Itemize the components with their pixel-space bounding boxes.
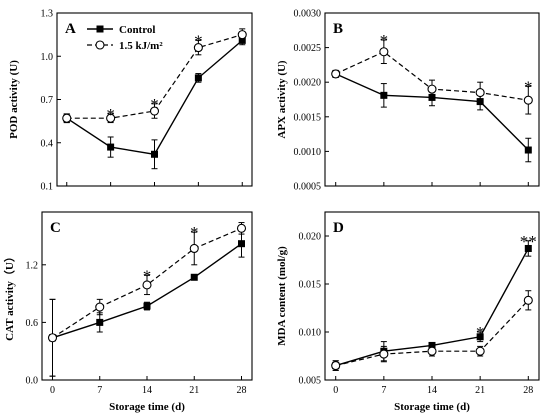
panel-b: 0.0005 0.0010 0.0015 0.0020 0.0025 0.0030 APX … <box>276 9 540 193</box>
significance-marker: * <box>194 31 203 50</box>
data-point-uv <box>47 333 58 343</box>
panel-letter: A <box>65 21 76 37</box>
y-tick-label: 1.0 <box>41 52 54 63</box>
y-tick-label: 0.4 <box>41 138 54 149</box>
data-point-uv <box>142 280 152 290</box>
legend-marker-control <box>96 25 104 33</box>
data-point-uv <box>427 84 437 94</box>
legend-label: Control <box>119 24 155 36</box>
significance-marker: * <box>524 77 533 96</box>
y-tick-label: 0.1 <box>41 182 54 193</box>
data-point-uv <box>523 295 533 305</box>
y-axis-title: CAT activity（U） <box>3 251 16 341</box>
data-point-control <box>476 98 484 106</box>
panel-d: 0.005 0.010 0.015 0.020 0 7 14 21 28 MDA content … <box>276 211 540 413</box>
data-point-control <box>428 93 436 101</box>
data-point-uv <box>379 349 389 359</box>
y-tick-label: 1.2 <box>26 260 39 271</box>
x-tick-label: 7 <box>97 385 102 396</box>
y-tick-label: 0.0010 <box>294 147 322 158</box>
data-point-control <box>194 74 202 82</box>
y-tick-label: 0.0020 <box>294 78 322 89</box>
y-axis-title: APX activity (U) <box>276 60 288 139</box>
legend-label: 1.5 kJ/m² <box>119 40 163 52</box>
data-point-control <box>524 146 532 154</box>
data-point-uv <box>236 223 247 233</box>
x-tick-label: 14 <box>142 385 152 396</box>
significance-marker: * <box>150 95 159 114</box>
panel-letter: D <box>333 220 344 236</box>
x-tick-label: 21 <box>475 385 485 396</box>
x-tick-label: 0 <box>333 385 338 396</box>
x-axis-title: Storage time (d) <box>394 401 470 413</box>
x-tick-label: 0 <box>50 385 55 396</box>
y-tick-label: 0.005 <box>299 376 322 387</box>
x-axis-title: Storage time (d) <box>109 401 185 413</box>
significance-marker: * <box>106 105 115 124</box>
y-tick-label: 0.0015 <box>294 112 322 123</box>
y-tick-label: 0.020 <box>299 232 322 243</box>
data-point-uv <box>106 113 116 123</box>
data-point-control <box>524 244 532 252</box>
y-tick-label: 0.0 <box>26 376 39 387</box>
data-point-uv <box>62 113 72 123</box>
significance-marker: * <box>380 31 389 50</box>
data-point-uv <box>149 106 160 116</box>
panel-letter: B <box>333 21 343 37</box>
data-point-control <box>238 36 246 44</box>
data-point-control <box>96 318 104 326</box>
panel-a: 0.1 0.4 0.7 1.0 1.3 POD activity (U) A * * * Contr… <box>8 9 253 193</box>
data-point-control <box>143 302 151 310</box>
x-tick-label: 7 <box>381 385 386 396</box>
data-point-control <box>190 273 198 281</box>
y-axis-title: MDA content (mol/g) <box>276 246 288 346</box>
data-point-uv <box>379 47 389 57</box>
x-tick-label: 14 <box>427 385 437 396</box>
y-tick-label: 0.7 <box>41 95 54 106</box>
data-point-uv <box>475 346 485 356</box>
y-tick-label: 0.0030 <box>294 9 322 20</box>
significance-marker: * <box>143 266 152 285</box>
data-point-uv <box>237 30 247 40</box>
data-point-uv <box>427 346 437 356</box>
data-point-uv <box>331 69 341 79</box>
y-tick-label: 0.0025 <box>294 43 322 54</box>
significance-marker: * <box>190 223 199 242</box>
data-point-control <box>151 150 158 158</box>
y-tick-label: 0.010 <box>299 328 322 339</box>
panel-c: 0.0 0.6 1.2 0 7 14 21 28 CAT activity（U） Storage … <box>3 211 253 413</box>
data-point-control <box>107 143 115 151</box>
data-point-control <box>380 91 388 99</box>
legend-marker-uv <box>95 40 105 50</box>
data-point-control <box>428 341 436 349</box>
y-tick-label: 0.6 <box>26 318 39 329</box>
significance-marker: ** <box>520 232 537 251</box>
x-tick-label: 28 <box>523 385 533 396</box>
data-point-control <box>238 240 245 248</box>
y-tick-label: 1.3 <box>41 9 54 20</box>
data-point-uv <box>523 95 533 105</box>
panel-letter: C <box>50 220 61 236</box>
data-point-uv <box>331 361 341 371</box>
y-axis-title: POD activity (U) <box>8 60 20 139</box>
data-point-control <box>476 333 484 341</box>
data-point-uv <box>475 88 485 98</box>
significance-marker: * <box>476 323 485 342</box>
data-point-uv <box>95 302 105 312</box>
data-point-uv <box>193 43 203 53</box>
y-tick-label: 0.015 <box>299 280 322 291</box>
x-tick-label: 21 <box>189 385 199 396</box>
x-tick-label: 28 <box>237 385 247 396</box>
y-tick-label: 0.0005 <box>294 182 322 193</box>
data-point-uv <box>189 243 199 254</box>
